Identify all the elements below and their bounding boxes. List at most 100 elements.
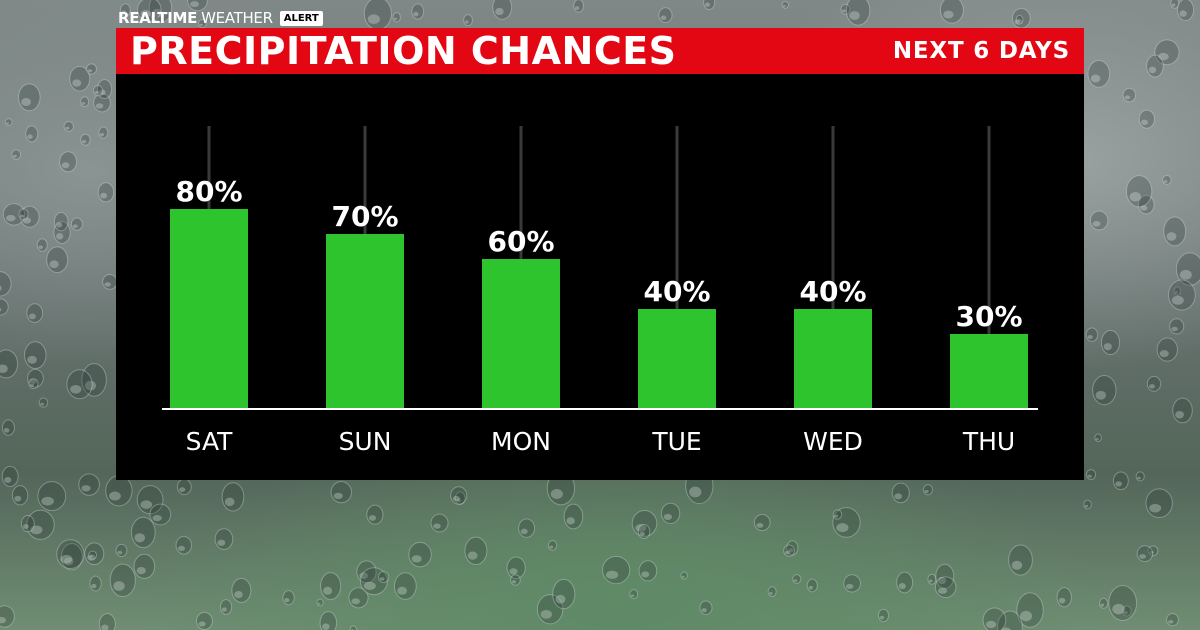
raindrop (658, 7, 673, 24)
raindrop (63, 121, 74, 132)
raindrop (0, 349, 19, 379)
raindrop (450, 486, 468, 505)
raindrop (392, 12, 401, 23)
value-label-mon: 60% (487, 225, 554, 258)
raindrop (80, 133, 91, 146)
raindrop (196, 611, 213, 630)
raindrop (356, 560, 377, 584)
raindrop (80, 96, 90, 108)
raindrop (27, 368, 44, 388)
raindrop (680, 571, 688, 580)
raindrop (1112, 471, 1129, 491)
raindrop (1011, 7, 1031, 29)
raindrop (877, 608, 890, 623)
raindrop (896, 571, 914, 594)
raindrop (18, 208, 29, 221)
raindrop (997, 610, 1023, 630)
raindrop (927, 573, 937, 585)
chart-subtitle: NEXT 6 DAYS (892, 38, 1070, 64)
raindrop (699, 600, 713, 616)
raindrop (845, 0, 871, 26)
raindrop (547, 539, 558, 551)
raindrop (85, 63, 97, 75)
raindrop (88, 550, 98, 560)
raindrop (1145, 488, 1173, 518)
raindrop (1, 419, 15, 436)
raindrop (840, 3, 851, 15)
raindrop (0, 271, 12, 297)
raindrop (832, 507, 861, 538)
raindrop (98, 613, 116, 630)
raindrop (349, 625, 358, 630)
raindrop (1094, 433, 1102, 443)
value-label-thu: 30% (955, 300, 1022, 333)
raindrop (934, 576, 957, 598)
raindrop (53, 211, 69, 232)
raindrop (78, 473, 100, 496)
raindrop (98, 126, 109, 139)
raindrop (1, 465, 19, 487)
raindrop (982, 607, 1007, 630)
value-label-sun: 70% (331, 200, 398, 233)
raindrop (786, 540, 799, 556)
raindrop (430, 513, 449, 533)
raindrop (454, 491, 466, 505)
raindrop (1138, 109, 1155, 129)
brand-weather: WEATHER (201, 9, 273, 27)
raindrop (25, 125, 39, 143)
raindrop (1176, 0, 1195, 22)
raindrop (631, 509, 658, 537)
raindrop (563, 503, 584, 530)
value-label-tue: 40% (643, 275, 710, 308)
raindrop (320, 572, 342, 600)
raindrop (922, 484, 933, 496)
raindrop (703, 0, 716, 10)
value-label-wed: 40% (799, 275, 866, 308)
raindrop (637, 524, 651, 539)
raindrop (0, 605, 15, 628)
bar-sun (326, 234, 404, 409)
raindrop (36, 238, 48, 252)
raindrop (393, 572, 417, 600)
category-label-wed: WED (803, 427, 863, 456)
raindrop (26, 303, 44, 323)
raindrop (2, 203, 26, 226)
raindrop (1092, 375, 1117, 406)
raindrop (1099, 597, 1109, 609)
raindrop (573, 0, 584, 13)
raindrop (1169, 318, 1185, 335)
raindrop (767, 586, 777, 598)
raindrop (1085, 469, 1097, 481)
raindrop (1135, 471, 1145, 482)
raindrop (506, 556, 526, 580)
raindrop (1087, 59, 1111, 88)
raindrop (214, 528, 234, 551)
raindrop (359, 567, 388, 596)
bar-thu (950, 334, 1028, 409)
raindrop (1146, 54, 1164, 78)
raindrop (1122, 87, 1137, 103)
raindrop (629, 589, 639, 600)
raindrop (70, 217, 83, 231)
raindrop (231, 577, 252, 603)
bar-sat (170, 209, 248, 409)
title-bar: PRECIPITATION CHANCES NEXT 6 DAYS (116, 28, 1084, 74)
raindrop (53, 221, 71, 244)
raindrop (46, 246, 69, 274)
raindrop (1089, 210, 1109, 231)
raindrop (26, 509, 55, 540)
raindrop (81, 363, 107, 397)
raindrop (4, 118, 13, 127)
raindrop (319, 611, 338, 630)
category-label-mon: MON (491, 427, 551, 456)
category-label-sat: SAT (186, 427, 233, 456)
raindrop (463, 14, 473, 27)
raindrop (11, 149, 21, 160)
raindrop (939, 0, 964, 24)
raindrop (1100, 329, 1121, 356)
bar-mon (482, 259, 560, 409)
raindrop (1166, 613, 1179, 627)
raindrop (1136, 545, 1154, 563)
raindrop (105, 475, 133, 507)
raindrop (1122, 605, 1132, 617)
